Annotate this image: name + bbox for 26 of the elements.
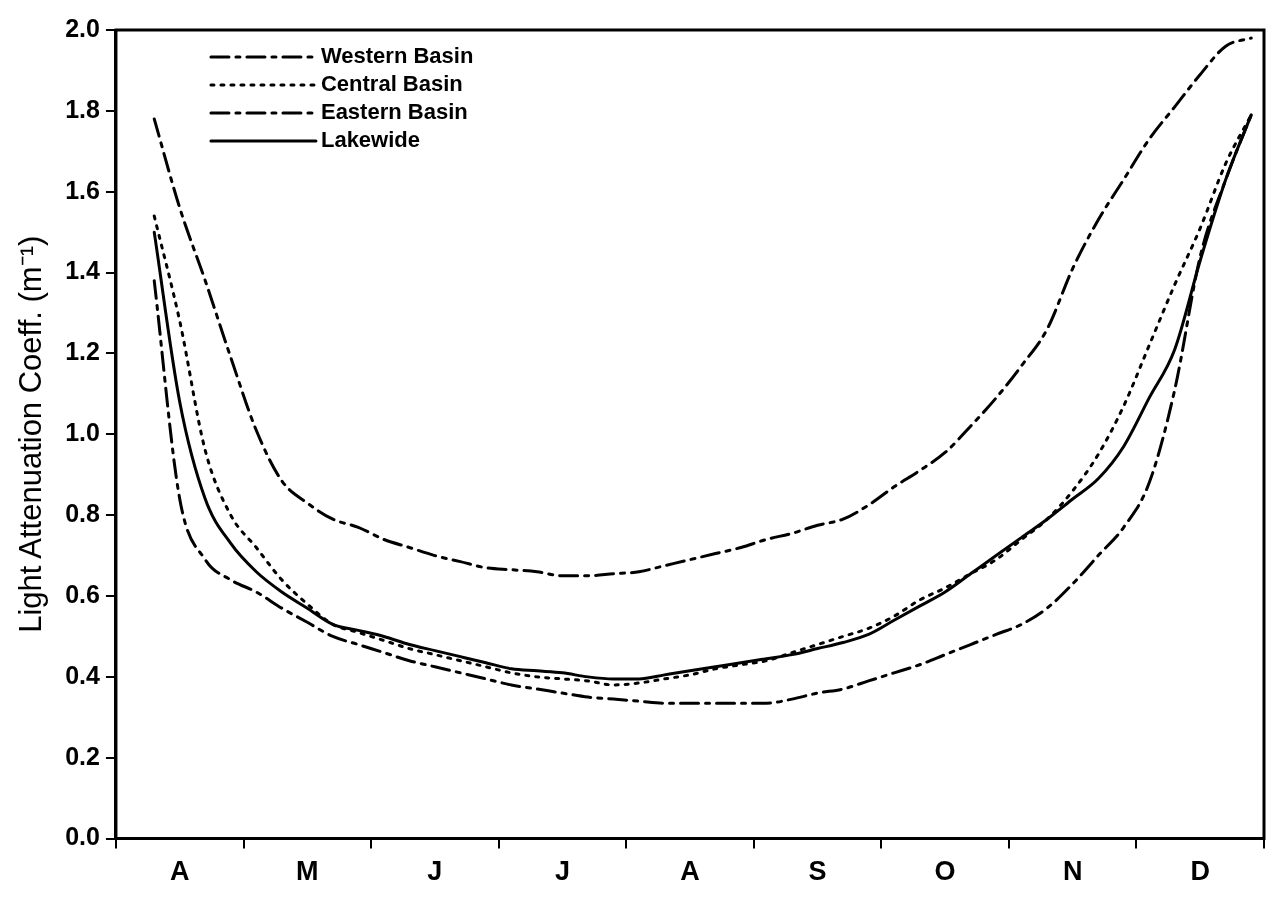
- y-axis-title: Light Attenuation Coeff. (m⁻¹): [13, 235, 49, 633]
- x-tick-label: N: [1062, 856, 1083, 887]
- y-tick-label: 0.8: [65, 499, 101, 528]
- legend-label: Central Basin: [320, 71, 463, 97]
- x-tick-label: O: [934, 856, 956, 887]
- x-tick-label: J: [427, 856, 443, 887]
- legend-label: Western Basin: [320, 43, 474, 69]
- y-tick-label: 2.0: [65, 13, 100, 42]
- y-tick-label: 1.8: [65, 94, 101, 123]
- y-tick-label: 1.6: [65, 175, 100, 204]
- x-tick-label: S: [808, 856, 827, 887]
- x-tick-label: A: [680, 856, 700, 887]
- y-tick-label: 1.2: [65, 337, 100, 366]
- legend-label: Eastern Basin: [320, 99, 468, 125]
- x-tick-label: J: [554, 856, 570, 887]
- x-tick-label: M: [296, 856, 319, 887]
- x-tick-label: A: [169, 856, 190, 887]
- y-tick-label: 0.4: [65, 660, 101, 689]
- y-tick-label: 1.4: [65, 256, 101, 285]
- y-tick-label: 0.0: [65, 822, 100, 851]
- x-tick-label: D: [1190, 856, 1210, 887]
- legend-label: Lakewide: [320, 127, 420, 153]
- y-tick-label: 0.6: [65, 579, 100, 608]
- y-tick-label: 0.2: [65, 741, 100, 770]
- line-series: [152, 36, 1253, 578]
- y-tick-label: 1.0: [65, 418, 100, 447]
